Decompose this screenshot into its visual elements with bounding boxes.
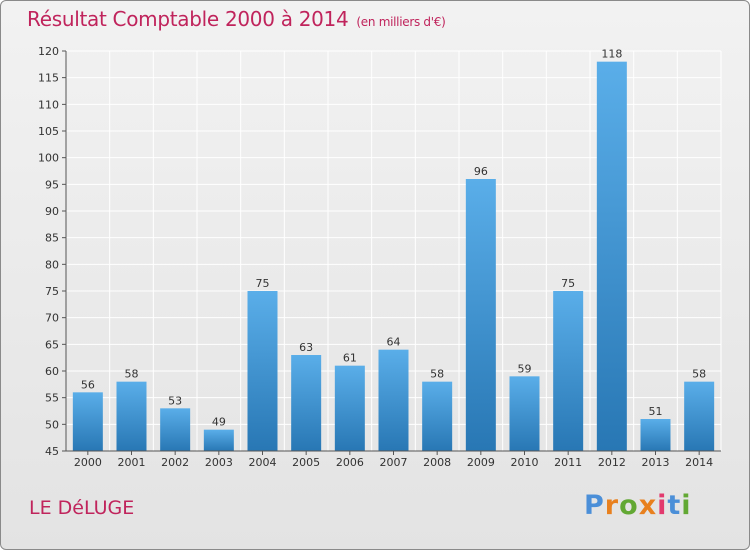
logo-letter: x	[638, 490, 658, 521]
x-tick-label-2000: 2000	[74, 456, 102, 469]
proxiti-logo: Proxiti	[584, 490, 692, 521]
y-tick-label: 50	[45, 418, 59, 431]
data-label-2002: 53	[168, 394, 182, 407]
bar-2011	[553, 291, 584, 451]
x-tick-label-2004: 2004	[249, 456, 277, 469]
data-label-2013: 51	[649, 405, 663, 418]
bar-2014	[684, 381, 715, 451]
y-tick-label: 45	[45, 445, 59, 458]
bar-2001	[116, 381, 147, 451]
y-tick-label: 90	[45, 205, 59, 218]
bar-2010	[509, 376, 540, 451]
x-tick-label-2002: 2002	[161, 456, 189, 469]
bars: 56 58 53 49 75 63 61 64 58 96 59 75 118 51 58	[72, 48, 715, 452]
x-tick-label-2001: 2001	[118, 456, 146, 469]
bar-2004	[247, 291, 278, 451]
bar-2003	[203, 429, 234, 451]
y-tick-label: 75	[45, 285, 59, 298]
chart-subtitle: (en milliers d'€)	[356, 15, 446, 29]
bar-2006	[334, 365, 365, 451]
y-tick-label: 70	[45, 312, 59, 325]
data-label-2012: 118	[601, 48, 622, 61]
data-label-2004: 75	[256, 277, 270, 290]
x-tick-label-2005: 2005	[292, 456, 320, 469]
y-tick-label: 105	[38, 125, 59, 138]
y-tick-label: 55	[45, 392, 59, 405]
data-label-2008: 58	[430, 368, 444, 381]
chart-title-text: Résultat Comptable 2000 à 2014	[27, 7, 349, 31]
x-tick-label-2010: 2010	[511, 456, 539, 469]
logo-letter: t	[667, 490, 682, 521]
x-tick-label-2006: 2006	[336, 456, 364, 469]
x-tick-label-2003: 2003	[205, 456, 233, 469]
data-label-2000: 56	[81, 378, 95, 391]
y-tick-label: 95	[45, 178, 59, 191]
y-tick-label: 110	[38, 98, 59, 111]
y-tick-label: 85	[45, 232, 59, 245]
data-label-2001: 58	[125, 368, 139, 381]
bar-2012	[596, 61, 627, 452]
chart-title: Résultat Comptable 2000 à 2014 (en millie…	[27, 7, 446, 31]
data-label-2005: 63	[299, 341, 313, 354]
data-label-2007: 64	[387, 336, 401, 349]
y-tick-label: 65	[45, 338, 59, 351]
y-tick-label: 60	[45, 365, 59, 378]
y-tick-label: 120	[38, 45, 59, 58]
x-tick-label-2014: 2014	[685, 456, 713, 469]
logo-letter: i	[681, 490, 692, 521]
data-label-2011: 75	[561, 277, 575, 290]
x-tick-label-2012: 2012	[598, 456, 626, 469]
y-tick-label: 100	[38, 152, 59, 165]
logo-letter: P	[584, 490, 605, 521]
data-label-2014: 58	[692, 368, 706, 381]
bar-2007	[378, 349, 409, 451]
bar-2013	[640, 419, 671, 451]
x-tick-label-2008: 2008	[423, 456, 451, 469]
logo-letter: r	[604, 490, 620, 521]
logo-letter: o	[619, 490, 639, 521]
y-tick-label: 80	[45, 258, 59, 271]
data-label-2010: 59	[518, 362, 532, 375]
data-label-2006: 61	[343, 352, 357, 365]
x-tick-label-2007: 2007	[380, 456, 408, 469]
data-label-2009: 96	[474, 165, 488, 178]
x-tick-label-2009: 2009	[467, 456, 495, 469]
bar-2002	[160, 408, 191, 451]
bar-2000	[72, 392, 103, 451]
x-tick-label-2013: 2013	[642, 456, 670, 469]
commune-name: LE DéLUGE	[29, 497, 135, 519]
bar-2009	[465, 179, 496, 451]
axes: 45 50 55 60 65 70 75 80 85 90 95 100 105 110 115 120 200…	[38, 45, 721, 469]
bar-2005	[291, 355, 322, 451]
bar-2008	[422, 381, 453, 451]
y-tick-label: 115	[38, 72, 59, 85]
x-tick-label-2011: 2011	[554, 456, 582, 469]
logo-letter: i	[657, 490, 668, 521]
data-label-2003: 49	[212, 416, 226, 429]
